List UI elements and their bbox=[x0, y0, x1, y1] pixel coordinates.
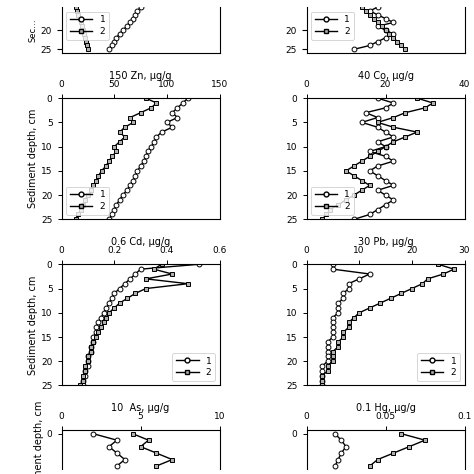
Y-axis label: Sediment depth, cm: Sediment depth, cm bbox=[28, 275, 38, 374]
Legend: 1, 2: 1, 2 bbox=[311, 187, 354, 215]
Y-axis label: Sediment depth, cm: Sediment depth, cm bbox=[28, 109, 38, 209]
Legend: 1, 2: 1, 2 bbox=[311, 12, 354, 40]
Y-axis label: Sec…: Sec… bbox=[29, 18, 38, 42]
X-axis label: 40 Co, μg/g: 40 Co, μg/g bbox=[357, 71, 413, 81]
X-axis label: 10  As, μg/g: 10 As, μg/g bbox=[111, 403, 170, 413]
X-axis label: 0.1 Hg, μg/g: 0.1 Hg, μg/g bbox=[356, 403, 415, 413]
Y-axis label: Sediment depth, cm: Sediment depth, cm bbox=[34, 400, 44, 474]
X-axis label: 150 Zn, μg/g: 150 Zn, μg/g bbox=[109, 71, 172, 81]
Legend: 1, 2: 1, 2 bbox=[173, 353, 215, 381]
Legend: 1, 2: 1, 2 bbox=[66, 12, 109, 40]
Legend: 1, 2: 1, 2 bbox=[66, 187, 109, 215]
Legend: 1, 2: 1, 2 bbox=[417, 353, 460, 381]
X-axis label: 0.6 Cd, μg/g: 0.6 Cd, μg/g bbox=[111, 237, 170, 247]
X-axis label: 30 Pb, μg/g: 30 Pb, μg/g bbox=[358, 237, 413, 247]
